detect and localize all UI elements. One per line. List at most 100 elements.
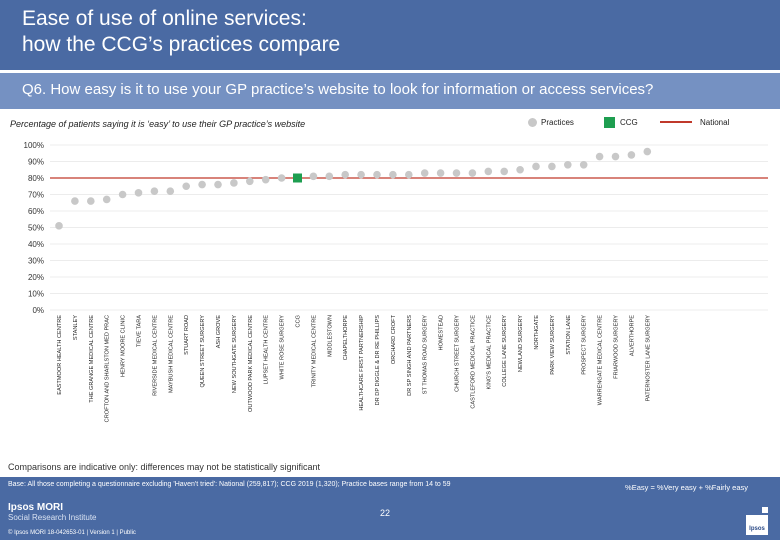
legend-practices-label: Practices	[541, 118, 574, 127]
practice-point	[452, 169, 461, 177]
x-tick-label: ORCHARD CROFT	[391, 314, 397, 364]
x-tick-label: STANLEY	[73, 315, 79, 340]
practice-point	[55, 222, 63, 230]
x-tick-label: WARRENGATE MEDICAL CENTRE	[598, 315, 604, 406]
brand-name: Ipsos MORI	[8, 502, 64, 513]
legend: Practices CCG National	[0, 116, 780, 132]
y-tick-label: 100%	[24, 141, 44, 150]
practice-point	[532, 162, 540, 171]
practice-point	[436, 169, 445, 177]
practice-point	[309, 172, 318, 181]
y-tick-label: 40%	[28, 240, 44, 249]
y-tick-label: 50%	[28, 224, 44, 233]
practice-point	[389, 170, 397, 179]
y-tick-label: 90%	[28, 158, 44, 167]
y-tick-label: 10%	[28, 290, 44, 299]
practice-point	[548, 162, 556, 171]
x-tick-label: NEWLAND SURGERY	[518, 315, 524, 372]
legend-national-marker	[660, 121, 692, 123]
x-tick-label: ST THOMAS ROAD SURGERY	[423, 315, 429, 395]
data-points	[55, 147, 652, 230]
practice-point	[71, 197, 79, 205]
question-text: Q6. How easy is it to use your GP practi…	[22, 81, 654, 98]
practice-point	[595, 152, 604, 161]
x-tick-label: HENRY MOORE CLINIC	[121, 315, 127, 377]
x-tick-label: ASH GROVE	[216, 315, 222, 349]
ccg-marker	[293, 173, 302, 183]
y-tick-label: 20%	[28, 273, 44, 282]
gridlines	[50, 144, 768, 311]
practice-point	[627, 151, 636, 159]
y-tick-label: 80%	[28, 174, 44, 183]
page-title-line1: Ease of use of online services:	[22, 7, 307, 30]
legend-practices-marker	[528, 118, 537, 127]
easy-definition: %Easy = %Very easy + %Fairly easy	[625, 483, 748, 492]
x-tick-label: THE GRANGE MEDICAL CENTRE	[89, 315, 95, 403]
x-tick-label: PARK VIEW SURGERY	[550, 315, 556, 375]
scatter-chart: 0% 10% 20% 30% 40% 50% 60% 70% 80% 90% 100% EASTMO…	[24, 141, 768, 422]
x-tick-label: KING'S MEDICAL PRACTICE	[486, 315, 492, 390]
x-tick-label: MIDDLESTOWN	[327, 315, 333, 357]
practice-point	[246, 177, 254, 186]
logo-accent	[762, 507, 768, 513]
x-tick-label: DR DP DIGGLE & DR RE PHILLIPS	[375, 315, 381, 406]
footnote: Comparisons are indicative only: differe…	[8, 462, 320, 472]
x-tick-label: WHITE ROSE SURGERY	[280, 315, 286, 380]
x-tick-label: STUART ROAD	[184, 315, 190, 355]
practice-point	[325, 172, 334, 181]
y-axis-ticks: 0% 10% 20% 30% 40% 50% 60% 70% 80% 90% 100%	[24, 141, 44, 315]
x-tick-label: PATERNOSTER LANE SURGERY	[645, 315, 651, 402]
x-tick-label: HOMESTEAD	[439, 315, 445, 350]
practice-point	[150, 187, 159, 195]
practice-point	[579, 161, 588, 169]
page-title: Ease of use of online services: how the …	[22, 6, 340, 58]
x-tick-label: NORTHGATE	[534, 315, 540, 350]
x-tick-label: DR SP SINGH AND PARTNERS	[407, 315, 413, 396]
x-tick-label: MAYBUSH MEDICAL CENTRE	[168, 315, 174, 393]
y-tick-label: 60%	[28, 207, 44, 216]
practice-point	[277, 174, 286, 182]
title-banner: Ease of use of online services: how the …	[0, 0, 780, 70]
copyright: © Ipsos MORI 18-042653-01 | Version 1 | …	[8, 530, 136, 536]
practice-point	[182, 182, 190, 191]
practice-point	[261, 175, 270, 184]
x-axis-labels: EASTMOOR HEALTH CENTRE STANLEY THE GRANGE …	[57, 314, 651, 422]
practice-point	[230, 179, 238, 187]
x-tick-label: QUEEN STREET SURGERY	[200, 315, 206, 388]
x-tick-label: TIEVE TARA	[137, 315, 143, 347]
practice-point	[166, 187, 175, 195]
x-tick-label: EASTMOOR HEALTH CENTRE	[57, 315, 63, 395]
x-tick-label: TRINITY MEDICAL CENTRE	[311, 315, 317, 388]
x-tick-label: ALVERTHORPE	[629, 315, 635, 356]
question-banner	[0, 73, 780, 109]
practice-point	[373, 170, 381, 179]
practice-point	[134, 189, 143, 197]
legend-national-label: National	[700, 118, 730, 127]
practice-point	[198, 180, 206, 189]
y-tick-label: 0%	[32, 306, 44, 315]
legend-ccg-label: CCG	[620, 118, 638, 127]
base-note: Base: All those completing a questionnai…	[8, 481, 451, 488]
practice-point	[516, 165, 524, 174]
x-tick-label: COLLEGE LANE SURGERY	[502, 315, 508, 387]
page-number: 22	[380, 508, 391, 518]
x-tick-label: OUTWOOD PARK MEDICAL CENTRE	[248, 315, 254, 412]
brand-subname: Social Research Institute	[8, 513, 97, 522]
practice-point	[118, 190, 127, 199]
practice-point	[500, 167, 509, 176]
practice-point	[102, 195, 111, 204]
x-tick-label: CROFTON AND SHARLSTON MED PRAC	[105, 315, 111, 422]
legend-ccg-marker	[604, 117, 615, 128]
practice-point	[357, 170, 365, 179]
x-tick-label: CHURCH STREET SURGERY	[455, 315, 461, 392]
x-tick-label: CCG	[296, 315, 302, 327]
brand-block: Ipsos MORI Social Research Institute	[8, 503, 97, 523]
x-tick-label: PROSPECT SURGERY	[582, 315, 588, 375]
practice-point	[611, 152, 620, 161]
x-tick-label: CHAPELTHORPE	[343, 315, 349, 361]
x-tick-label: RIVERSIDE MEDICAL CENTRE	[152, 315, 158, 396]
practice-point	[405, 170, 413, 179]
practice-point	[214, 180, 222, 189]
x-tick-label: NEW SOUTHGATE SURGERY	[232, 315, 238, 393]
page-title-line2: how the CCG’s practices compare	[22, 33, 341, 56]
